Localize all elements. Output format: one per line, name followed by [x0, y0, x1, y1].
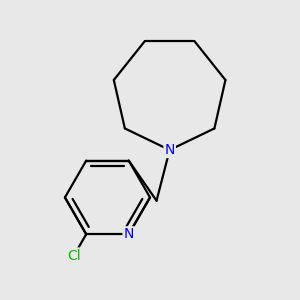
Text: Cl: Cl [67, 248, 81, 262]
Text: N: N [124, 227, 134, 241]
Text: N: N [164, 143, 175, 157]
